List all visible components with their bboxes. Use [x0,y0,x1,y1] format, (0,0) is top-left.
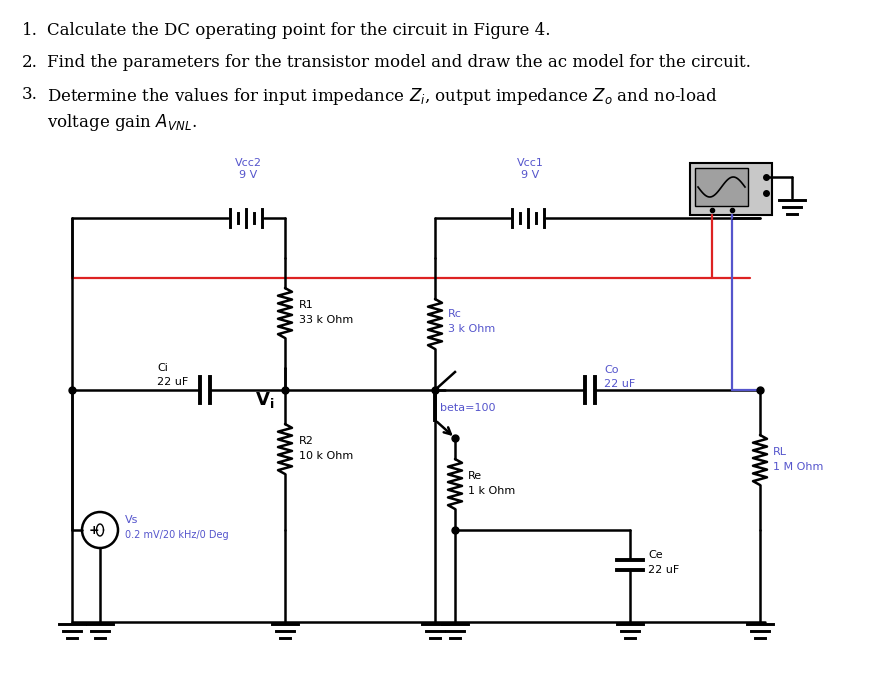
Text: Re: Re [468,471,482,481]
Text: Vcc1: Vcc1 [516,158,543,168]
Text: 1 M Ohm: 1 M Ohm [773,462,823,472]
Text: +: + [88,525,100,537]
Text: Determine the values for input impedance $Z_i$, output impedance $Z_o$ and no-lo: Determine the values for input impedance… [47,86,717,107]
Bar [695,168,748,206]
Text: $\mathbf{V_i}$: $\mathbf{V_i}$ [255,390,275,410]
Text: 3.: 3. [22,86,38,103]
Text: 1.: 1. [22,22,38,39]
Text: Calculate the DC operating point for the circuit in Figure 4.: Calculate the DC operating point for the… [47,22,550,39]
Text: R1: R1 [299,300,314,310]
Text: Vs: Vs [125,515,138,525]
Text: 22 uF: 22 uF [157,377,188,387]
Text: Ce: Ce [648,550,662,560]
Text: Ci: Ci [157,363,168,373]
Text: RL: RL [773,447,787,457]
Text: R2: R2 [299,436,314,446]
Text: Co: Co [604,365,619,375]
Text: 0.2 mV/20 kHz/0 Deg: 0.2 mV/20 kHz/0 Deg [125,530,228,540]
Text: Find the parameters for the transistor model and draw the ac model for the circu: Find the parameters for the transistor m… [47,54,751,71]
Text: 10 k Ohm: 10 k Ohm [299,451,354,461]
Text: 9 V: 9 V [239,170,257,180]
Text: 1 k Ohm: 1 k Ohm [468,486,515,496]
Text: Rc: Rc [448,309,462,319]
Text: 9 V: 9 V [521,170,539,180]
Text: beta=100: beta=100 [440,403,495,413]
Text: 22 uF: 22 uF [648,565,679,575]
Text: Vcc2: Vcc2 [234,158,262,168]
Text: voltage gain $A_{VNL}$.: voltage gain $A_{VNL}$. [47,112,197,133]
Text: 33 k Ohm: 33 k Ohm [299,315,354,325]
Text: 22 uF: 22 uF [604,379,635,389]
Text: 2.: 2. [22,54,38,71]
FancyBboxPatch shape [690,163,772,215]
Text: 3 k Ohm: 3 k Ohm [448,324,495,334]
